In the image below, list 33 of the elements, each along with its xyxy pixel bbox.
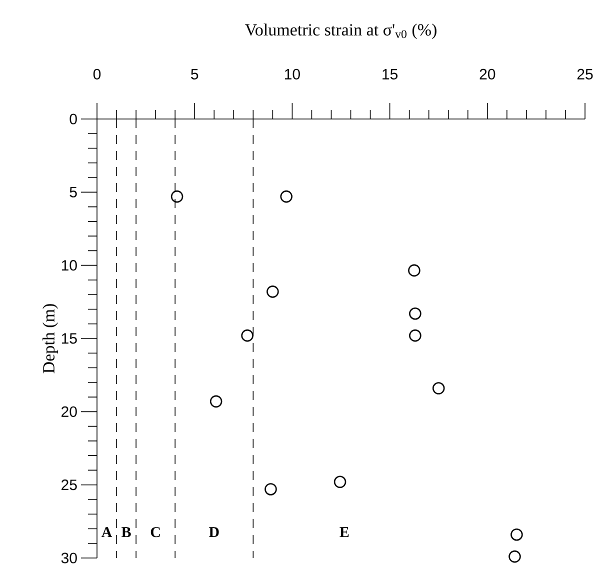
point: [409, 329, 422, 342]
y-tick-label: 15: [62, 333, 77, 344]
point: [170, 190, 184, 203]
y-tick-label: 20: [62, 406, 77, 417]
y-axis-title: Depth (m): [42, 304, 58, 374]
x-tick-label: 15: [382, 69, 398, 80]
annotation: B: [122, 527, 131, 538]
annotation: A: [101, 527, 112, 538]
point: [508, 550, 521, 563]
y-tick-label: 10: [62, 260, 77, 271]
point: [280, 190, 292, 203]
x-tick-label: 10: [285, 68, 300, 80]
annotation: E: [340, 527, 349, 538]
point: [241, 329, 254, 342]
x-tick-label: 20: [480, 68, 496, 80]
point: [409, 307, 422, 320]
point: [510, 528, 523, 541]
point: [266, 286, 279, 298]
y-tick-label: 0: [70, 114, 77, 124]
x-axis-title: Volumetric strain at σ'$_{v0}$ (%): [245, 24, 436, 40]
y-tick-label: 25: [62, 480, 77, 490]
point: [264, 483, 277, 496]
point: [432, 382, 445, 394]
point: [334, 476, 346, 488]
y-tick-label: 5: [70, 186, 77, 198]
y-tick-label: 30: [61, 552, 77, 564]
annotation: C: [150, 527, 160, 538]
x-tick-label: 25: [577, 68, 593, 80]
x-tick-label: 5: [191, 69, 198, 80]
x-tick-label: 0: [93, 68, 101, 80]
point: [408, 264, 420, 277]
point: [210, 395, 222, 408]
annotation: D: [208, 527, 219, 538]
